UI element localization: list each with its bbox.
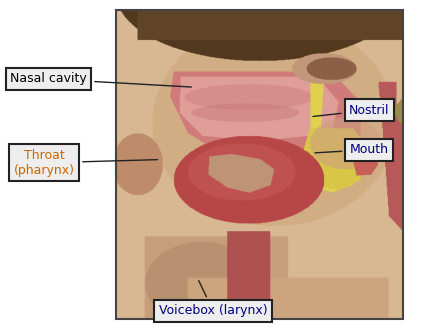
Text: Voicebox (larynx): Voicebox (larynx)	[159, 281, 268, 317]
Text: Nostril: Nostril	[313, 104, 390, 117]
Text: Mouth: Mouth	[315, 143, 389, 156]
Text: Nasal cavity: Nasal cavity	[10, 72, 191, 87]
Text: Throat
(pharynx): Throat (pharynx)	[14, 149, 157, 177]
